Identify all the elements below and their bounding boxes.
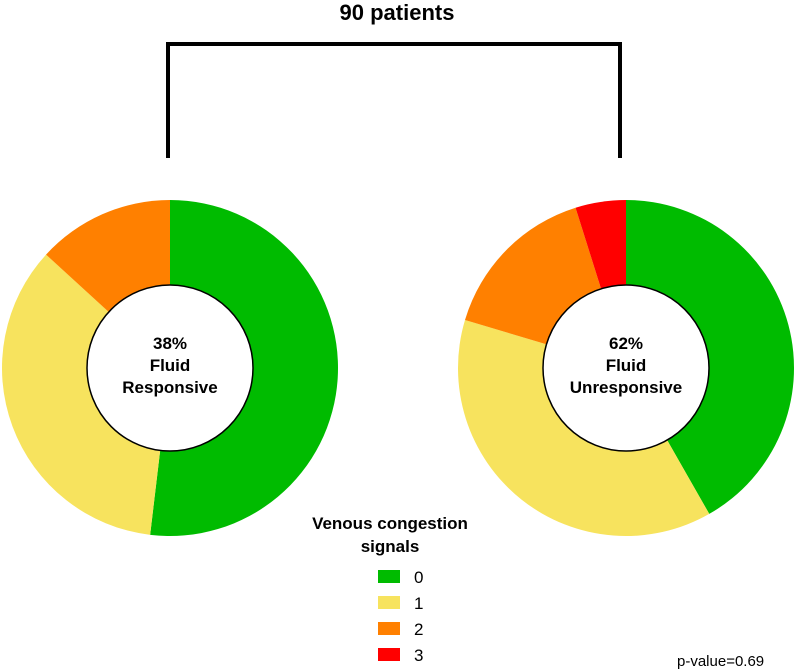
legend-label-3: 3 — [414, 646, 423, 665]
donut-hole — [86, 284, 254, 452]
legend-label-0: 0 — [414, 568, 423, 587]
center-label-line2: Unresponsive — [570, 378, 682, 397]
chart-title: 90 patients — [340, 0, 455, 25]
legend-title-line1: Venous congestion — [312, 514, 468, 533]
center-percent: 38% — [153, 334, 187, 353]
group-bracket — [166, 42, 622, 158]
donut-fluid-responsive: 38% Fluid Responsive — [1, 200, 339, 537]
center-label-line1: Fluid — [606, 356, 647, 375]
center-percent: 62% — [609, 334, 643, 353]
legend-title-line2: signals — [361, 537, 420, 556]
donut-hole — [542, 284, 710, 452]
center-label-line1: Fluid — [150, 356, 191, 375]
legend-label-1: 1 — [414, 594, 423, 613]
legend-swatch-1 — [378, 596, 400, 609]
center-label-line2: Responsive — [122, 378, 217, 397]
donut-fluid-unresponsive: 62% Fluid Unresponsive — [457, 199, 795, 537]
slice-signals-1 — [1, 254, 171, 535]
legend-swatch-2 — [378, 622, 400, 635]
legend-label-2: 2 — [414, 620, 423, 639]
legend-swatch-0 — [378, 570, 400, 583]
legend-swatch-3 — [378, 648, 400, 661]
legend: Venous congestion signals 0 1 2 3 — [312, 514, 468, 665]
p-value-annotation: p-value=0.69 — [677, 653, 764, 670]
